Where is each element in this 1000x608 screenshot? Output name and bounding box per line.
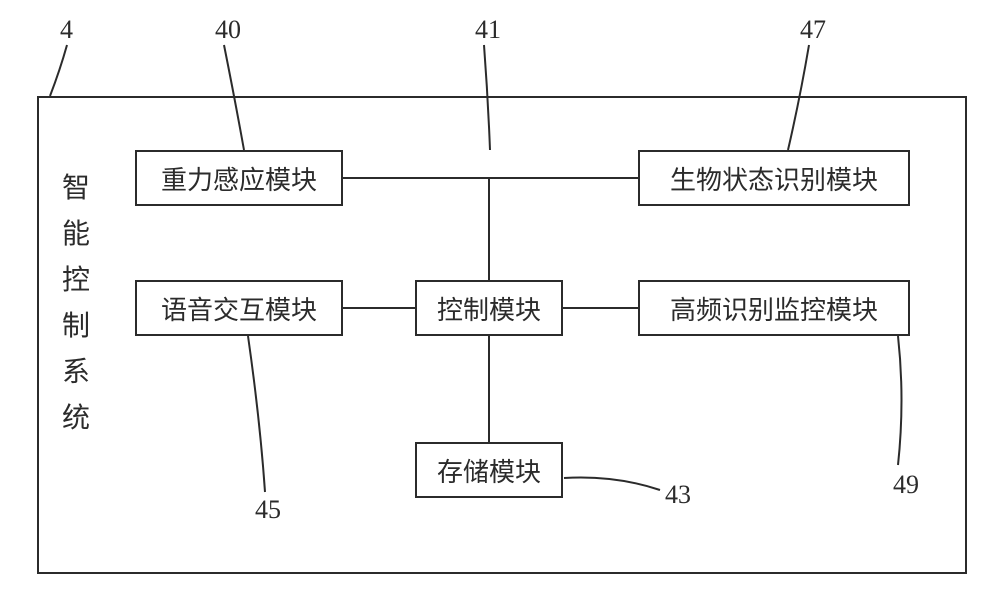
node-storage: 存储模块 <box>415 442 563 498</box>
node-label: 高频识别监控模块 <box>670 290 878 327</box>
node-label: 存储模块 <box>437 452 541 489</box>
node-label: 生物状态识别模块 <box>670 160 878 197</box>
node-bio-state: 生物状态识别模块 <box>638 150 910 206</box>
node-label: 语音交互模块 <box>161 290 317 327</box>
callout-4: 4 <box>60 15 73 45</box>
callout-40: 40 <box>215 15 241 45</box>
callout-41: 41 <box>475 15 501 45</box>
node-highfreq: 高频识别监控模块 <box>638 280 910 336</box>
callout-45: 45 <box>255 495 281 525</box>
node-label: 控制模块 <box>437 290 541 327</box>
node-label: 重力感应模块 <box>161 160 317 197</box>
node-voice: 语音交互模块 <box>135 280 343 336</box>
callout-47: 47 <box>800 15 826 45</box>
callout-43: 43 <box>665 480 691 510</box>
node-control: 控制模块 <box>415 280 563 336</box>
node-gravity-sensor: 重力感应模块 <box>135 150 343 206</box>
diagram-canvas: 智能控制系统 重力感应模块 控制模块 生物状态识别模块 语音交互模块 高频识别监… <box>0 0 1000 608</box>
system-title: 智能控制系统 <box>62 175 90 433</box>
callout-49: 49 <box>893 470 919 500</box>
